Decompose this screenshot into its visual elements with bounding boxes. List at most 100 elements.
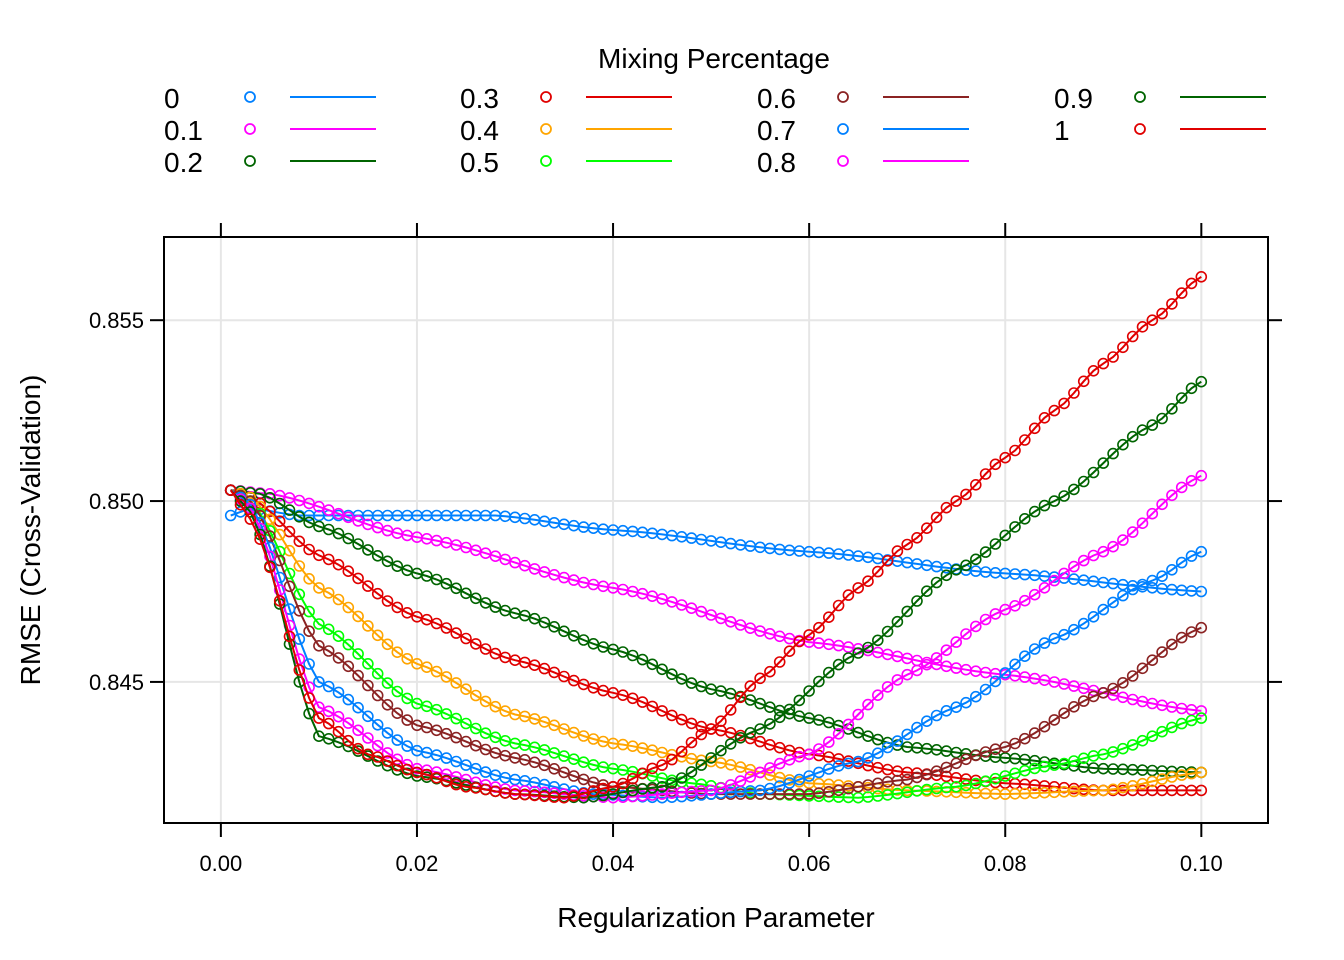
legend-label-0.8: 0.8 (757, 147, 796, 178)
point-0.6-15 (371, 689, 384, 702)
point-0.8-63 (842, 718, 855, 731)
point-0.6-25 (469, 739, 482, 752)
point-0.7-67 (881, 741, 894, 754)
point-0.4-35 (567, 726, 580, 739)
point-0.8-53 (744, 771, 757, 783)
point-0.2-46 (675, 673, 688, 685)
point-1-54 (754, 672, 766, 685)
point-1-16 (381, 755, 394, 767)
point-0.5-23 (450, 712, 463, 725)
point-0.2-11 (332, 527, 345, 540)
point-0.7-87 (1077, 617, 1090, 630)
legend-item-0.7: 0.7 (757, 115, 969, 146)
point-0.9-52 (734, 731, 747, 744)
point-0.8-93 (1136, 517, 1149, 530)
legend-label-0.3: 0.3 (460, 83, 499, 114)
point-0.1-13 (352, 515, 364, 527)
point-0.9-46 (675, 772, 688, 784)
point-0.6-90 (1107, 682, 1119, 695)
point-0.7-58 (793, 773, 806, 786)
point-0.6-34 (558, 766, 570, 779)
point-0.7-23 (450, 755, 463, 768)
point-0.8-72 (930, 652, 943, 664)
point-1-75 (960, 488, 972, 501)
point-0.7-75 (960, 696, 972, 709)
point-0.5-16 (381, 677, 394, 689)
point-1-48 (695, 728, 708, 741)
plot-frame (163, 236, 1269, 824)
point-0.3-24 (460, 632, 472, 645)
point-0.8-51 (724, 779, 737, 791)
point-0.2-44 (656, 663, 668, 676)
point-0.5-94 (1146, 730, 1159, 743)
point-1-92 (1126, 330, 1139, 343)
point-0.7-89 (1097, 603, 1110, 616)
point-1-11 (332, 725, 345, 738)
point-0.9-74 (950, 563, 963, 576)
point-0.6-97 (1175, 631, 1188, 644)
point-0.7-9 (313, 676, 325, 688)
legend-item-0.4: 0.4 (460, 115, 672, 146)
point-1-46 (675, 745, 688, 758)
point-0.5-5 (273, 545, 286, 558)
point-0.5-20 (420, 700, 433, 713)
point-0.8-83 (1038, 581, 1051, 594)
point-0.5-18 (401, 692, 414, 705)
point-1-39 (607, 780, 619, 793)
point-0.2-42 (636, 653, 649, 666)
point-0.8-89 (1097, 545, 1110, 558)
point-1-94 (1146, 314, 1159, 327)
point-1-13 (352, 742, 364, 755)
point-0.2-32 (538, 616, 551, 629)
point-0.9-59 (803, 685, 815, 697)
point-0.5-91 (1117, 742, 1129, 755)
point-0.4-21 (430, 665, 443, 678)
point-0.8-55 (764, 762, 776, 774)
point-0.5-92 (1126, 739, 1139, 751)
point-1-3 (254, 533, 266, 546)
legend-label-0.5: 0.5 (460, 147, 499, 178)
point-0.3-17 (391, 601, 404, 614)
point-0.1-50 (715, 612, 727, 625)
point-0.7-77 (979, 683, 992, 696)
x-tick-label-0: 0.00 (199, 851, 242, 876)
point-0.3-18 (401, 606, 414, 619)
point-0.4-19 (411, 657, 423, 670)
point-1-66 (871, 565, 884, 578)
y-tick-label-0: 0.845 (89, 670, 144, 695)
point-0.8-73 (940, 644, 953, 657)
point-1-43 (646, 762, 659, 775)
point-1-79 (999, 451, 1012, 464)
point-0.9-48 (695, 759, 708, 771)
point-0.2-40 (617, 646, 629, 658)
legend: 00.10.2 0.30.40.5 0.60.70.8 0.91 (164, 83, 1266, 178)
point-1-90 (1107, 351, 1119, 363)
point-0.8-13 (352, 724, 364, 737)
point-0.2-7 (293, 510, 306, 523)
point-0.4-27 (489, 700, 502, 713)
point-0-99 (1195, 585, 1208, 598)
point-0.8-99 (1195, 469, 1208, 482)
point-0.2-64 (852, 726, 865, 739)
point-0.7-64 (852, 755, 865, 768)
point-0.4-26 (479, 695, 492, 708)
legend-item-0.1: 0.1 (164, 115, 376, 146)
point-1-51 (724, 704, 737, 716)
point-1-44 (656, 759, 668, 771)
point-0.6-87 (1077, 695, 1090, 707)
point-0.9-89 (1097, 457, 1110, 469)
point-0.6-72 (930, 765, 943, 778)
point-0.4-14 (362, 620, 374, 632)
point-0.5-21 (430, 703, 443, 716)
point-1-73 (940, 501, 953, 514)
point-0.6-11 (332, 652, 345, 664)
legend-label-1: 1 (1054, 115, 1070, 146)
point-0.2-45 (666, 668, 678, 681)
point-0.6-83 (1038, 720, 1051, 733)
point-0.6-71 (920, 768, 933, 781)
point-0.7-82 (1028, 643, 1041, 655)
point-1-17 (391, 759, 404, 772)
point-0.1-8 (303, 497, 315, 510)
point-0.8-82 (1028, 588, 1041, 601)
point-0.7-68 (891, 735, 904, 747)
